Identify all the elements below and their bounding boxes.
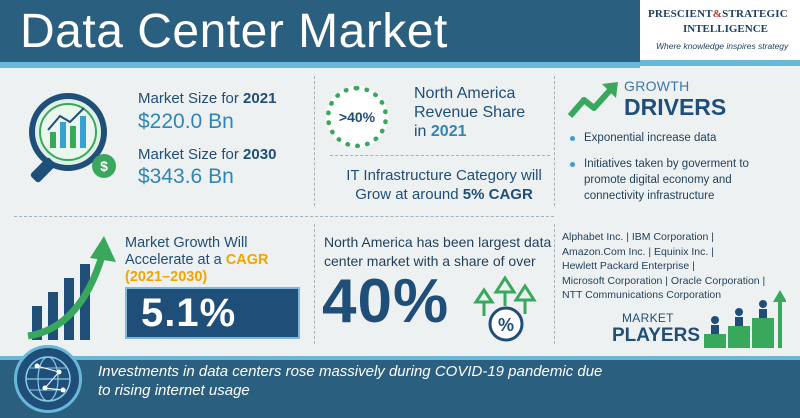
header-band [0,0,640,66]
mg-cagr: CAGR [225,252,269,268]
market-size-label-text: Market Size for [138,146,239,163]
drivers-label: DRIVERS [624,94,727,120]
market-size-2030-value: $343.6 Bn [138,165,234,188]
na-line1: North America [414,85,516,102]
page-title: Data Center Market [20,5,448,58]
footer-stripe [0,356,800,360]
globe-network-icon [14,345,82,413]
market-size-2021-label: Market Size for 2021 [138,90,276,107]
growth-drivers-list: Exponential increase data Initiatives ta… [568,130,790,214]
divider [554,224,555,344]
divider [314,76,315,206]
list-item: NTT Communications Corporation [562,289,722,301]
svg-text:%: % [498,315,514,335]
market-size-year: 2030 [243,146,277,163]
logo-word-strategic: STRATEGIC [722,8,788,20]
north-america-share-text: North America Revenue Share in 2021 [414,84,554,141]
growth-arrow-icon [567,82,618,118]
market-size-2030-label: Market Size for 2030 [138,146,276,163]
podium-people-icon [704,290,786,348]
mg-text-body: Market Growth Will Accelerate at a [125,235,248,268]
growth-label: GROWTH [624,78,690,94]
logo-tagline: Where knowledge inspires strategy [656,41,789,51]
logo-name: PRESCIENT&STRATEGIC [648,8,788,20]
it-text-body: IT Infrastructure Category will Grow at … [346,167,542,203]
cagr-value-box: 5.1% [125,287,300,339]
divider [314,224,315,344]
divider [330,155,550,156]
list-item: Hewlett Packard Enterprise | [562,260,695,272]
market-players-list: Alphabet Inc. | IBM Corporation | Amazon… [562,230,794,303]
magnifier-chart-icon: $ [29,93,116,183]
north-america-largest-text: North America has been largest data cent… [324,234,552,269]
bar-growth-icon [27,236,116,340]
north-america-share-value: 40% [322,267,450,336]
share-badge: >40% [326,86,388,148]
market-size-2021-value: $220.0 Bn [138,110,234,133]
list-item: Initiatives taken by goverment to promot… [568,156,790,204]
list-item: Exponential increase data [568,130,790,146]
footer-band [0,360,800,418]
divider [14,216,554,217]
market-growth-text: Market Growth Will Accelerate at a CAGR … [125,235,315,286]
list-item: Alphabet Inc. | IBM Corporation | [562,231,714,243]
list-item: Microsoft Corporation | Oracle Corporati… [562,274,766,287]
na-line2: Revenue Share [414,104,526,121]
it-infrastructure-text: IT Infrastructure Category will Grow at … [329,166,559,204]
divider [554,76,555,206]
logo-word-prescient: PRESCIENT [648,8,713,20]
na-line3: in 2021 [414,122,554,141]
list-item: Amazon.Com Inc. | Equinix Inc. | [562,245,714,258]
svg-text:$: $ [100,158,108,174]
na-year: 2021 [430,123,467,140]
mg-years: (2021–2030) [125,269,208,285]
logo-intelligence: INTELLIGENCE [683,23,768,35]
percent-arrows-icon: % [473,275,537,342]
players-label: PLAYERS [612,325,700,346]
header-stripe [0,62,640,68]
it-cagr: 5% CAGR [462,186,533,203]
footer-text: Investments in data centers rose massive… [98,363,603,399]
market-size-label-text: Market Size for [138,90,239,107]
market-size-year: 2021 [243,90,277,107]
na-line3-prefix: in [414,123,427,140]
logo-box [640,0,800,66]
logo-ampersand: & [712,8,723,20]
market-label: MARKET [622,311,674,325]
